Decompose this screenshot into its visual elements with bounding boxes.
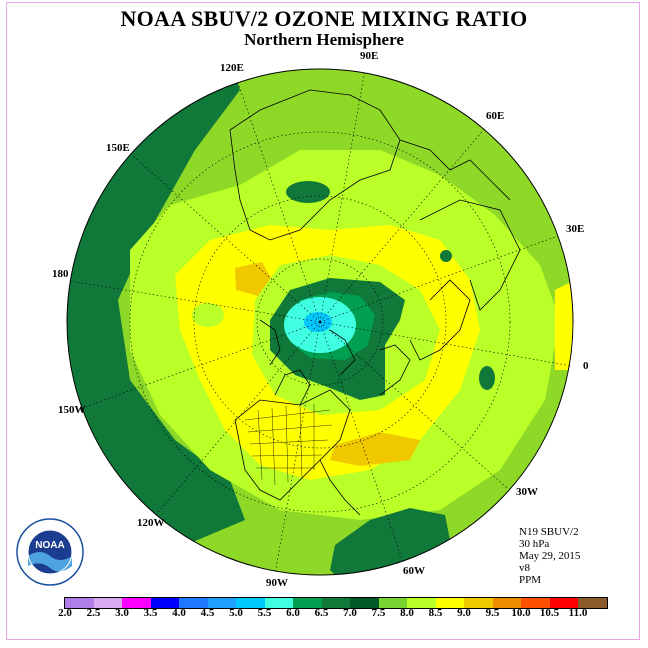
colorbar-swatch (435, 598, 464, 608)
colorbar-tick-label: 7.5 (371, 607, 386, 619)
lon-label-30w: 30W (516, 486, 538, 498)
colorbar-swatch (407, 598, 436, 608)
page-frame (6, 2, 640, 640)
info-units: PPM (519, 574, 542, 586)
colorbar-tick-label: 10.5 (539, 607, 560, 619)
colorbar-tick-label: 10.0 (511, 607, 531, 619)
colorbar-swatch (464, 598, 493, 608)
info-instrument: N19 SBUV/2 (519, 526, 579, 538)
region-dark-green-ne (440, 250, 452, 262)
colorbar-swatch (150, 598, 179, 608)
lon-label-90w: 90W (266, 577, 288, 589)
region-vortex-core (304, 312, 332, 332)
colorbar-tick-label: 3.5 (143, 607, 158, 619)
colorbar-swatch (179, 598, 208, 608)
colorbar-tick-label: 4.0 (172, 607, 186, 619)
info-version: v8 (519, 562, 530, 574)
colorbar-tick-label: 8.0 (400, 607, 414, 619)
graticule (69, 69, 573, 575)
lon-label-120w: 120W (137, 517, 165, 529)
colorbar-swatch (492, 598, 521, 608)
lon-label-0: 0 (583, 360, 589, 372)
colorbar-tick-label: 6.5 (314, 607, 329, 619)
map-title: NOAA SBUV/2 OZONE MIXING RATIO (120, 6, 528, 31)
region-lime-west (192, 303, 224, 327)
lon-label-90e: 90E (360, 50, 379, 62)
lon-label-180: 180 (52, 268, 69, 280)
colorbar-swatch (264, 598, 293, 608)
colorbar-tick-label: 5.0 (229, 607, 243, 619)
colorbar-swatch (578, 598, 607, 608)
info-block: N19 SBUV/2 30 hPa May 29, 2015 v8 PPM (519, 526, 580, 586)
colorbar-swatch (378, 598, 407, 608)
colorbar-swatch (321, 598, 350, 608)
region-dark-green-north (286, 181, 330, 203)
colorbar-tick-label: 9.5 (485, 607, 500, 619)
colorbar-swatch (122, 598, 151, 608)
colorbar-tick-label: 3.0 (115, 607, 129, 619)
colorbar-swatch (236, 598, 265, 608)
colorbar-tick-label: 11.0 (568, 607, 588, 619)
colorbar-swatch (521, 598, 550, 608)
colorbar-tick-label: 4.5 (200, 607, 215, 619)
lon-label-60w: 60W (403, 565, 425, 577)
colorbar-labels: 2.0 2.5 3.0 3.5 4.0 4.5 5.0 5.5 6.0 6.5 7.0 7.5 8.0 8… (0, 607, 648, 621)
region-orange-2 (330, 432, 420, 466)
colorbar-tick-label: 7.0 (343, 607, 357, 619)
colorbar-tick-label: 9.0 (457, 607, 471, 619)
colorbar-swatch (293, 598, 322, 608)
lon-label-120e: 120E (220, 62, 244, 74)
ozone-field (67, 69, 573, 575)
colorbar-tick-label: 5.5 (257, 607, 272, 619)
lon-label-150e: 150E (106, 142, 130, 154)
colorbar (64, 597, 608, 609)
region-dark-green-east (479, 366, 495, 390)
state-borders (244, 404, 333, 486)
region-orange-1 (235, 262, 272, 296)
colorbar-tick-label: 8.5 (428, 607, 443, 619)
lon-label-60e: 60E (486, 110, 505, 122)
noaa-logo-text: NOAA (35, 540, 64, 551)
colorbar-swatch (350, 598, 379, 608)
colorbar-swatch (65, 598, 94, 608)
map-subtitle: Northern Hemisphere (244, 30, 404, 49)
region-yellow-east-edge (555, 280, 573, 370)
noaa-logo: NOAA (16, 518, 84, 586)
colorbar-swatch (549, 598, 578, 608)
colorbar-tick-label: 6.0 (286, 607, 300, 619)
info-date: May 29, 2015 (519, 550, 581, 562)
lon-label-30e: 30E (566, 223, 585, 235)
colorbar-tick-label: 2.0 (58, 607, 72, 619)
info-level: 30 hPa (519, 538, 550, 550)
colorbar-swatch (93, 598, 122, 608)
colorbar-swatch (207, 598, 236, 608)
lon-label-150w: 150W (58, 404, 86, 416)
colorbar-tick-label: 2.5 (86, 607, 101, 619)
map-boundary (66, 68, 574, 576)
